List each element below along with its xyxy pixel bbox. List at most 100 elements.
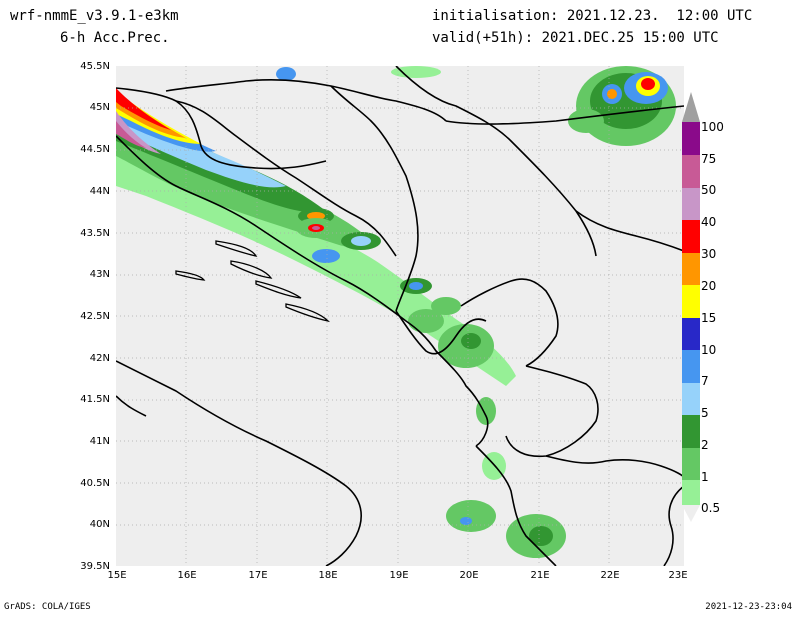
lat-tick: 42.5N [80,311,110,322]
legend-label: 5 [701,406,709,420]
legend-label: 0.5 [701,501,721,515]
precipitation-map [116,66,684,566]
lon-tick: 16E [177,570,197,581]
precip-cell [607,89,617,99]
legend-swatch [682,383,700,415]
serbia-romania-border [395,66,597,257]
legend-swatch [682,188,700,220]
legend-label: 7 [701,374,709,388]
lat-tick: 45N [89,102,110,113]
lon-tick: 15E [107,570,127,581]
legend-label: 30 [701,247,717,261]
italy-heel [116,395,147,417]
island [230,260,273,279]
legend-swatch [682,448,700,480]
lat-tick: 44N [89,186,110,197]
albania-border [475,445,557,566]
precip-light-blue [116,96,286,188]
legend-label: 75 [701,152,717,166]
legend-label: 100 [701,120,724,134]
legend-swatch [682,480,700,505]
graticule [116,66,684,566]
precip-orange [116,90,186,138]
precip-cell [408,309,444,333]
legend-label: 1 [701,470,709,484]
precip-cell [276,67,296,81]
romania-bulgaria-border [445,105,684,125]
lon-tick: 17E [248,570,268,581]
legend-label: 50 [701,183,717,197]
legend-swatch [682,350,700,383]
field-title: 6-h Acc.Prec. [60,30,170,46]
lon-tick: 22E [600,570,620,581]
lat-tick: 39.5N [80,561,110,572]
croatia-coastline [116,135,489,447]
precip-cell [460,517,472,525]
valid-time: valid(+51h): 2021.DEC.25 15:00 UTC [432,30,719,46]
lon-tick: 18E [318,570,338,581]
legend-label: 20 [701,279,717,293]
footer-credit: GrADS: COLA/IGES [4,602,91,612]
legend-bottom-arrow [682,505,700,522]
bosnia-serbia-border [330,85,419,312]
precip-cell [461,333,481,349]
precip-cell [641,78,655,90]
legend-swatch [682,220,700,253]
precip-cell [312,249,340,263]
montenegro-border [395,310,487,355]
precip-cell [446,500,496,532]
precip-cell [351,236,371,246]
bulgaria-border [575,210,684,252]
lat-tick: 41.5N [80,394,110,405]
macedonia-border [505,365,599,458]
lat-tick: 40.5N [80,478,110,489]
borders [116,66,684,566]
precip-cell [476,397,496,425]
precip-cell [391,66,441,78]
legend-top-arrow [682,92,700,122]
lon-tick: 19E [389,570,409,581]
precip-cell [307,212,325,220]
legend-colorbar [682,92,700,522]
footer-timestamp: 2021-12-23-23:04 [705,602,792,612]
lon-tick: 20E [459,570,479,581]
lat-tick: 44.5N [80,144,110,155]
legend-label: 2 [701,438,709,452]
island [175,270,206,281]
lat-tick: 42N [89,353,110,364]
legend-swatch [682,155,700,188]
legend-swatch [682,318,700,350]
croatia-bosnia-border [175,100,397,257]
hungary-border [165,79,447,122]
greece-coast [663,485,684,566]
legend-label: 10 [701,343,717,357]
lat-tick: 43.5N [80,228,110,239]
model-title: wrf-nmmE_v3.9.1-e3km [10,8,179,24]
kosovo-border [460,278,559,367]
lon-tick: 21E [530,570,550,581]
init-time: initialisation: 2021.12.23. 12:00 UTC [432,8,753,24]
precip-cell [568,109,604,133]
legend-swatch [682,285,700,318]
precip-magenta [116,121,146,148]
lat-tick: 41N [89,436,110,447]
island [285,303,331,323]
greece-border [545,455,684,479]
precip-cell [529,526,553,546]
lon-tick: 23E [668,570,688,581]
precip-red [116,88,171,130]
lat-tick: 45.5N [80,61,110,72]
precip-cell [409,282,423,290]
island [255,280,302,299]
lat-tick: 43N [89,269,110,280]
lat-tick: 40N [89,519,110,530]
italy-coastline [116,360,362,566]
legend-swatch [682,122,700,155]
islands [175,240,331,323]
legend-swatch [682,415,700,448]
precip-cell [312,226,320,230]
island [215,240,258,257]
precip-cell [431,297,461,315]
legend-swatch [682,253,700,285]
legend-label: 40 [701,215,717,229]
